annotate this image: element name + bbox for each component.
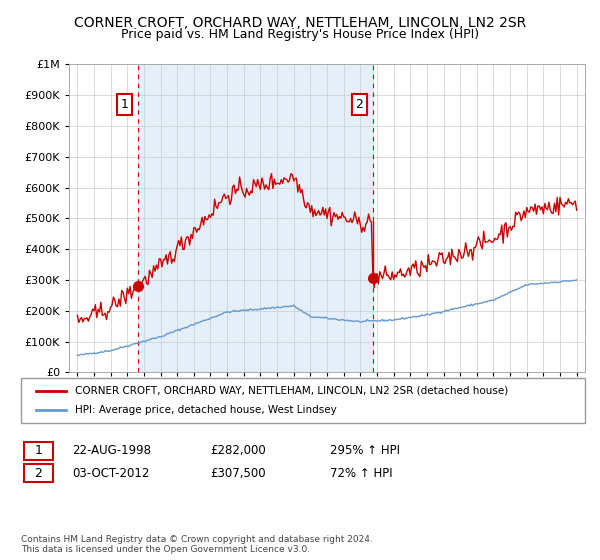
Text: HPI: Average price, detached house, West Lindsey: HPI: Average price, detached house, West…	[75, 405, 337, 416]
Text: Price paid vs. HM Land Registry's House Price Index (HPI): Price paid vs. HM Land Registry's House …	[121, 28, 479, 41]
Text: 1: 1	[121, 98, 128, 111]
Text: 2: 2	[356, 98, 364, 111]
Text: 2: 2	[34, 466, 43, 480]
Text: 72% ↑ HPI: 72% ↑ HPI	[330, 466, 392, 480]
Text: 03-OCT-2012: 03-OCT-2012	[72, 466, 149, 480]
Text: 22-AUG-1998: 22-AUG-1998	[72, 444, 151, 458]
Text: CORNER CROFT, ORCHARD WAY, NETTLEHAM, LINCOLN, LN2 2SR (detached house): CORNER CROFT, ORCHARD WAY, NETTLEHAM, LI…	[75, 385, 508, 395]
Text: CORNER CROFT, ORCHARD WAY, NETTLEHAM, LINCOLN, LN2 2SR: CORNER CROFT, ORCHARD WAY, NETTLEHAM, LI…	[74, 16, 526, 30]
Bar	[138, 64, 373, 372]
Text: Contains HM Land Registry data © Crown copyright and database right 2024.
This d: Contains HM Land Registry data © Crown c…	[21, 535, 373, 554]
Text: £282,000: £282,000	[210, 444, 266, 458]
Text: £307,500: £307,500	[210, 466, 266, 480]
Text: 1: 1	[34, 444, 43, 458]
Text: 295% ↑ HPI: 295% ↑ HPI	[330, 444, 400, 458]
